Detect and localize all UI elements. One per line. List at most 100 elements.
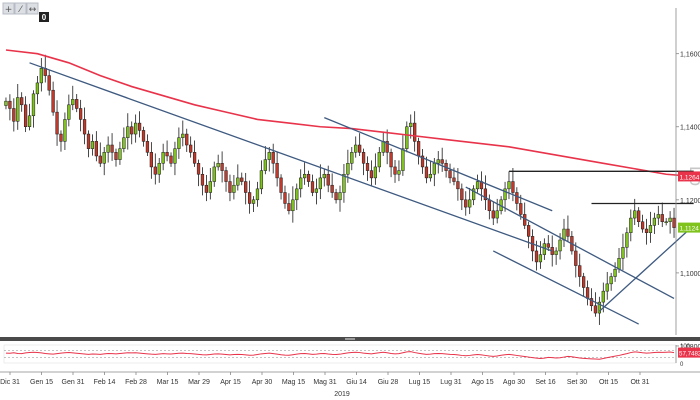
candle [114, 148, 118, 167]
candle [554, 247, 558, 265]
crosshair-icon[interactable]: + [2, 2, 15, 15]
candle [306, 170, 311, 187]
pan-icon[interactable]: ↔ [26, 2, 39, 15]
candle [397, 160, 401, 182]
candle [578, 253, 582, 287]
svg-text:+: + [5, 5, 13, 15]
candle [181, 120, 185, 147]
x-tick-label: Mag 31 [313, 379, 336, 386]
candle [424, 156, 429, 184]
candle [4, 97, 8, 110]
candle [130, 121, 134, 145]
y-tick-label: 1,1400 [680, 125, 700, 132]
candle [640, 214, 645, 233]
candle [240, 172, 244, 186]
candle [621, 233, 625, 271]
candle [126, 113, 130, 150]
candle [334, 188, 338, 204]
candle [8, 94, 12, 121]
rsi-tick-label: 0 [680, 362, 684, 368]
candle [98, 142, 102, 167]
candle [605, 271, 609, 300]
candle [31, 90, 36, 128]
trendline[interactable] [598, 224, 695, 312]
candle [291, 186, 295, 223]
candle [527, 221, 531, 249]
chart-toolbar: + ⁄ ↔ 0 [2, 2, 49, 22]
candle [169, 152, 173, 167]
panel-separator[interactable] [0, 337, 700, 341]
candle [401, 135, 405, 176]
price-label: 1,1264 [678, 171, 700, 182]
x-tick-label: Mar 29 [188, 379, 210, 386]
candle [361, 148, 366, 176]
candle [413, 111, 417, 152]
x-tick-label: Ago 30 [503, 379, 525, 386]
candle [255, 181, 260, 207]
rsi-value-label: 57,7482 [678, 347, 700, 358]
trendline[interactable] [29, 62, 553, 252]
candle [652, 212, 657, 234]
candle [137, 111, 142, 138]
candle [377, 147, 381, 173]
svg-text:⁄: ⁄ [18, 5, 24, 15]
trendlines [29, 62, 695, 325]
trendline[interactable] [492, 250, 639, 325]
x-tick-label: Apr 15 [220, 379, 241, 386]
candle [90, 134, 95, 156]
candle [515, 187, 519, 211]
candle [448, 163, 452, 184]
candle [263, 146, 267, 175]
candlestick-series [4, 54, 676, 325]
x-tick-label: Mag 15 [282, 379, 305, 386]
candle [629, 209, 633, 242]
candle [365, 156, 370, 181]
candle [35, 75, 40, 105]
candle [149, 142, 153, 179]
candle [668, 211, 672, 234]
candle [656, 205, 660, 226]
candle [165, 140, 169, 162]
object-counter[interactable]: 0 [39, 12, 49, 22]
trendline[interactable] [324, 117, 553, 212]
trendline[interactable] [465, 186, 675, 300]
candle [354, 136, 358, 158]
candle [79, 99, 83, 132]
candle [94, 131, 98, 162]
candle [468, 187, 472, 215]
candle [82, 107, 87, 145]
candle [27, 103, 32, 131]
svg-text:0: 0 [42, 13, 47, 22]
draw-line-icon[interactable]: ⁄ [14, 2, 27, 15]
candle [110, 133, 114, 161]
candle [177, 127, 181, 159]
candle [460, 183, 464, 211]
x-tick-label: Gen 15 [30, 379, 53, 386]
candle [275, 151, 279, 187]
candle [259, 160, 264, 195]
candle [157, 157, 161, 183]
y-tick-label: 1,1000 [680, 271, 700, 278]
x-tick-label: Mar 15 [157, 379, 179, 386]
candle [39, 58, 43, 92]
candle [373, 153, 377, 185]
candle [644, 218, 649, 245]
candle [134, 114, 138, 143]
rsi-line [5, 351, 675, 360]
candle [216, 154, 220, 171]
candle [122, 127, 126, 153]
candle [507, 171, 511, 200]
x-tick-label: Gen 31 [62, 379, 85, 386]
x-tick-label: Ott 31 [630, 379, 649, 386]
candle [247, 180, 252, 214]
candle [63, 112, 67, 150]
candle [318, 164, 322, 200]
candle [283, 185, 287, 209]
svg-text:↔: ↔ [29, 5, 37, 15]
candle [409, 114, 413, 139]
candle [47, 70, 51, 96]
candle [220, 151, 224, 183]
candle [75, 94, 79, 113]
